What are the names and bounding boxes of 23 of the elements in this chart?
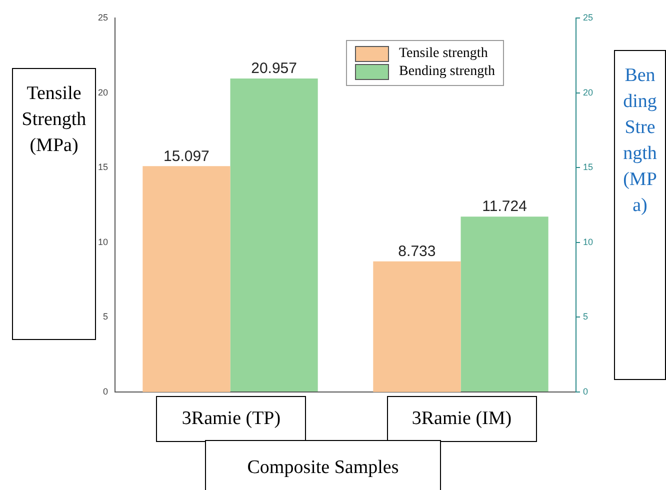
legend-label: Tensile strength <box>398 46 488 62</box>
legend-label: Bending strength <box>398 64 496 80</box>
y2-tick-label: 10 <box>582 236 594 247</box>
data-label: 11.724 <box>482 198 527 216</box>
y-tick-label: 15 <box>98 162 108 172</box>
y2-axis-title: Bending Strength (MPa) <box>614 50 666 380</box>
data-label: 8.733 <box>398 242 436 260</box>
x-tick-label: 3Ramie (IM) <box>386 396 537 442</box>
y-tick-label: 25 <box>98 12 108 22</box>
y-tick-label: 20 <box>98 87 108 98</box>
y-tick-label: 10 <box>98 236 108 247</box>
y2-tick-label: 0 <box>582 386 588 396</box>
y2-tick-label: 15 <box>582 162 594 172</box>
x-tick-label: 3Ramie (TP) <box>156 396 306 442</box>
y-tick-label: 5 <box>102 312 108 322</box>
y2-tick-label: 25 <box>582 12 594 22</box>
x-axis-title: Composite Samples <box>205 440 441 490</box>
y2-tick-label: 5 <box>582 312 588 322</box>
y2-tick-label: 20 <box>582 87 594 98</box>
data-label: 15.097 <box>164 148 210 165</box>
data-label: 20.957 <box>251 60 297 78</box>
y-tick-label: 0 <box>102 386 108 396</box>
y-axis-title: Tensile Strength (MPa) <box>12 68 96 340</box>
